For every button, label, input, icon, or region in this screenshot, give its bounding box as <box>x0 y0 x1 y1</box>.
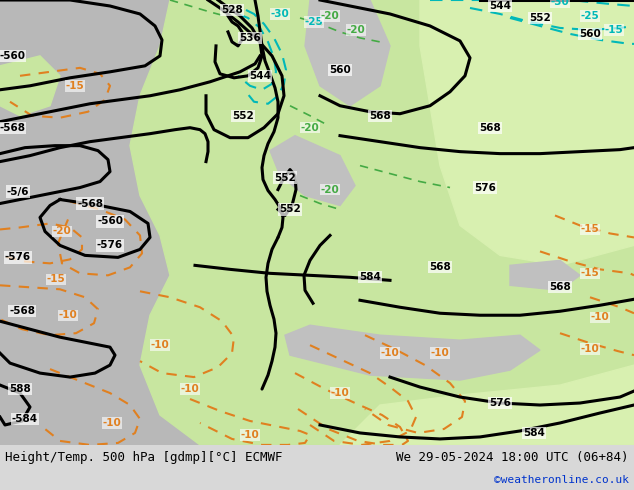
Text: We 29-05-2024 18:00 UTC (06+84): We 29-05-2024 18:00 UTC (06+84) <box>396 451 629 465</box>
Text: -10: -10 <box>103 418 121 428</box>
Text: Height/Temp. 500 hPa [gdmp][°C] ECMWF: Height/Temp. 500 hPa [gdmp][°C] ECMWF <box>5 451 283 465</box>
Polygon shape <box>305 0 390 106</box>
Text: -584: -584 <box>12 414 38 424</box>
Polygon shape <box>265 126 330 196</box>
Text: -10: -10 <box>58 310 77 320</box>
Text: -10: -10 <box>581 344 599 354</box>
Text: -568: -568 <box>0 122 25 133</box>
Text: -576: -576 <box>5 252 31 262</box>
Text: -25: -25 <box>304 17 323 27</box>
Text: -10: -10 <box>330 388 349 398</box>
Text: -560: -560 <box>0 51 25 61</box>
Text: 528: 528 <box>221 5 243 15</box>
Text: 552: 552 <box>232 111 254 121</box>
Text: -25: -25 <box>581 11 599 21</box>
Text: 568: 568 <box>429 262 451 272</box>
Text: -10: -10 <box>151 340 169 350</box>
Text: -10: -10 <box>380 348 399 358</box>
Text: 568: 568 <box>549 282 571 293</box>
Text: -20: -20 <box>321 185 339 195</box>
Text: -10: -10 <box>181 384 199 394</box>
Text: -20: -20 <box>347 25 365 35</box>
Text: 568: 568 <box>479 122 501 133</box>
Polygon shape <box>510 260 580 290</box>
Polygon shape <box>0 56 60 116</box>
Text: 544: 544 <box>489 1 511 11</box>
Polygon shape <box>420 0 634 266</box>
Polygon shape <box>285 325 540 380</box>
Text: 584: 584 <box>359 272 381 282</box>
Text: -568: -568 <box>9 306 35 316</box>
Polygon shape <box>270 136 355 205</box>
Text: 552: 552 <box>279 204 301 215</box>
Text: 584: 584 <box>523 428 545 438</box>
Text: 576: 576 <box>489 398 511 408</box>
Text: -568: -568 <box>77 198 103 209</box>
Text: -10: -10 <box>241 430 259 440</box>
Polygon shape <box>280 0 430 166</box>
Text: -5/6: -5/6 <box>7 187 29 196</box>
Text: 588: 588 <box>9 384 31 394</box>
Text: -15: -15 <box>581 269 599 278</box>
Text: -20: -20 <box>321 11 339 21</box>
Text: -15: -15 <box>581 224 599 234</box>
Text: -10: -10 <box>430 348 450 358</box>
Polygon shape <box>340 365 634 445</box>
Text: 544: 544 <box>249 71 271 81</box>
Text: 536: 536 <box>239 33 261 43</box>
Text: -576: -576 <box>97 241 123 250</box>
Text: 560: 560 <box>579 29 601 39</box>
Text: -20: -20 <box>301 122 320 133</box>
Text: -15: -15 <box>66 81 84 91</box>
Text: ©weatheronline.co.uk: ©weatheronline.co.uk <box>494 475 629 485</box>
Text: -20: -20 <box>53 226 72 237</box>
Text: -15: -15 <box>47 274 65 284</box>
Text: 568: 568 <box>369 111 391 121</box>
Text: 552: 552 <box>529 13 551 23</box>
Text: -15: -15 <box>605 25 623 35</box>
Text: -30: -30 <box>550 0 569 7</box>
Text: -10: -10 <box>591 312 609 322</box>
Text: -560: -560 <box>97 217 123 226</box>
Text: -30: -30 <box>271 9 289 19</box>
Text: 560: 560 <box>329 65 351 75</box>
Text: 576: 576 <box>474 183 496 193</box>
Polygon shape <box>130 0 634 445</box>
Text: 552: 552 <box>274 172 296 183</box>
